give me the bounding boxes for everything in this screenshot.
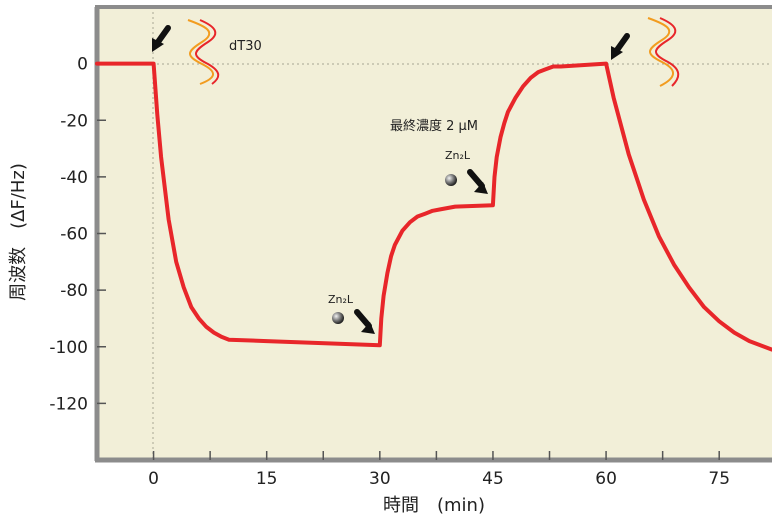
reagent-ball-icon <box>332 312 344 324</box>
y-tick-label: -40 <box>60 168 88 188</box>
x-tick-label: 75 <box>708 469 730 489</box>
plot-area <box>97 7 772 460</box>
y-tick-group: 0 -20 -40 -60 -80 -100 -120 <box>49 55 106 414</box>
y-tick-label: -120 <box>49 394 88 414</box>
x-tick-label: 0 <box>148 469 159 489</box>
oligo-wave-icon <box>187 19 220 85</box>
injection-arrow-icon <box>611 33 630 60</box>
probe-label: dT30 <box>229 39 262 54</box>
injection-arrow-icon <box>152 25 171 52</box>
x-axis-title: 時間 (min) <box>383 495 485 516</box>
x-tick-label: 45 <box>482 469 504 489</box>
x-tick-group: 0 15 30 45 60 75 <box>148 451 730 489</box>
reagent-ball-icon <box>445 174 457 186</box>
reagent-label-2: Zn₂L <box>445 149 471 162</box>
series-line <box>95 61 772 352</box>
y-tick-label: 0 <box>77 55 88 75</box>
y-tick-label: -80 <box>60 281 88 301</box>
y-axis-title: 周波数 (ΔF/Hz) <box>8 163 29 301</box>
injection-arrow-icon <box>467 169 488 194</box>
x-tick-label: 60 <box>595 469 617 489</box>
injection-arrow-icon <box>354 309 375 334</box>
x-tick-label: 30 <box>369 469 391 489</box>
y-tick-label: -60 <box>60 225 88 245</box>
y-tick-label: -20 <box>60 111 88 131</box>
reagent-label-1: Zn₂L <box>328 293 354 306</box>
y-tick-label: -100 <box>49 338 88 358</box>
x-tick-label: 15 <box>256 469 278 489</box>
concentration-label: 最終濃度 2 μM <box>390 118 478 134</box>
oligo-wave-icon-2 <box>647 17 680 87</box>
